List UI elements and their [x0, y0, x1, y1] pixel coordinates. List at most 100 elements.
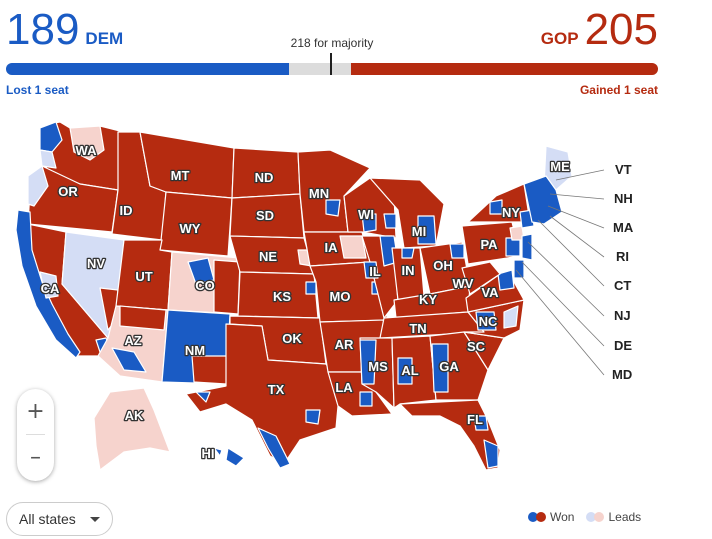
region-az-north-gop[interactable]: [119, 305, 167, 331]
region-la-nola-dem[interactable]: [359, 391, 373, 407]
state-label-la: LA: [335, 380, 353, 395]
state-label-tn: TN: [409, 321, 426, 336]
state-label-va: VA: [481, 285, 499, 300]
state-label-wy: WY: [180, 221, 201, 236]
state-label-mn: MN: [309, 186, 329, 201]
state-label-nm: NM: [185, 343, 205, 358]
side-label-vt: VT: [615, 162, 632, 177]
state-wv[interactable]: [461, 261, 501, 295]
chevron-down-icon: [89, 516, 100, 522]
region-in-indy-dem[interactable]: [401, 247, 415, 259]
state-hi[interactable]: [199, 445, 245, 467]
state-fl[interactable]: [399, 399, 501, 471]
state-labels: WA OR CA ID NV MT WY UT AZ CO NM ND SD N…: [39, 142, 571, 463]
region-az-south-dem[interactable]: [111, 347, 147, 373]
region-va-north-dem[interactable]: [497, 269, 515, 291]
region-wi-madison-dem[interactable]: [361, 213, 377, 233]
region-or-coast-dem[interactable]: [27, 165, 49, 207]
state-label-mt: MT: [171, 168, 190, 183]
region-nm-south-gop[interactable]: [191, 355, 229, 385]
state-label-ia: IA: [325, 240, 339, 255]
state-label-id: ID: [120, 203, 133, 218]
dem-seat-count: 189 DEM: [6, 8, 123, 52]
state-label-nc: NC: [479, 314, 498, 329]
state-label-ny: NY: [502, 205, 520, 220]
region-tx-houston-dem[interactable]: [305, 409, 321, 425]
state-label-mo: MO: [330, 289, 351, 304]
state-label-ms: MS: [368, 359, 388, 374]
majority-marker: [330, 53, 332, 75]
state-label-co: CO: [195, 278, 215, 293]
region-oh-cle-dem[interactable]: [449, 243, 465, 259]
state-label-wi: WI: [358, 207, 374, 222]
gop-leads-dot: [594, 512, 605, 522]
map-legend: Won Leads: [528, 510, 653, 524]
gop-won-dot: [536, 512, 546, 522]
state-label-in: IN: [402, 263, 415, 278]
dem-seat-change: Lost 1 seat: [6, 83, 69, 97]
state-label-or: OR: [58, 184, 78, 199]
side-label-nh: NH: [614, 191, 633, 206]
state-label-sc: SC: [467, 339, 486, 354]
region-ia-lean-gop[interactable]: [339, 235, 367, 259]
state-label-ok: OK: [282, 331, 302, 346]
dem-leads-dot: [586, 512, 597, 522]
state-ak[interactable]: [93, 387, 171, 471]
zoom-out-button[interactable]: –: [17, 435, 54, 479]
dem-seats-number: 189: [6, 5, 80, 54]
zoom-control: + –: [17, 389, 54, 481]
state-filter-dropdown[interactable]: All states: [6, 502, 113, 536]
region-mi-east-dem[interactable]: [417, 215, 437, 245]
region-tx-border-dem[interactable]: [257, 427, 291, 469]
us-house-map[interactable]: WA OR CA ID NV MT WY UT AZ CO NM ND SD N…: [0, 100, 712, 500]
region-co-east-gop[interactable]: [213, 259, 241, 315]
region-wa-west-dem[interactable]: [39, 121, 63, 153]
region-nc-dem[interactable]: [475, 311, 497, 331]
state-label-wa: WA: [76, 143, 98, 158]
region-nc-lean-dem[interactable]: [503, 305, 519, 329]
region-ga-atl-dem[interactable]: [431, 343, 449, 393]
region-nj-dem[interactable]: [521, 233, 533, 261]
state-filter-value: All states: [19, 511, 76, 527]
region-pa-east-dem[interactable]: [505, 237, 521, 257]
region-il-west-dem[interactable]: [363, 261, 379, 279]
state-mt[interactable]: [139, 131, 235, 199]
zoom-divider: [26, 434, 45, 435]
region-fl-orlando-dem[interactable]: [473, 415, 489, 431]
region-ny-upstate-dem[interactable]: [489, 199, 503, 215]
state-wy[interactable]: [159, 191, 233, 257]
region-wa-lean-dem[interactable]: [39, 149, 57, 169]
region-wi-milwaukee-dem[interactable]: [383, 213, 397, 229]
northeast-leader-lines: [515, 169, 605, 376]
state-label-ca: CA: [41, 281, 60, 296]
state-label-nd: ND: [255, 170, 274, 185]
zoom-in-button[interactable]: +: [17, 389, 54, 433]
state-al[interactable]: [391, 335, 437, 409]
region-ms-delta-dem[interactable]: [359, 339, 377, 385]
state-label-oh: OH: [433, 258, 453, 273]
seat-balance-bar: [6, 63, 658, 75]
region-wa-lean-gop[interactable]: [69, 125, 105, 161]
legend-leads-label: Leads: [608, 510, 642, 524]
gop-seat-count: GOP 205: [541, 8, 658, 52]
region-new-england-dem[interactable]: [523, 175, 563, 225]
side-label-ri: RI: [616, 249, 629, 264]
region-al-dem[interactable]: [397, 357, 413, 385]
region-fl-south-dem[interactable]: [483, 439, 499, 469]
state-label-ga: GA: [439, 359, 459, 374]
state-label-fl: FL: [467, 412, 483, 427]
gop-seats-number: 205: [584, 5, 658, 54]
state-label-ne: NE: [259, 249, 277, 264]
region-ks-kc-dem[interactable]: [305, 281, 317, 295]
region-ca-coast-dem[interactable]: [15, 209, 81, 359]
gop-party-label: GOP: [540, 29, 579, 48]
dem-won-dot: [528, 512, 538, 522]
state-label-wv: WV: [453, 276, 474, 291]
region-mid-atlantic-dem[interactable]: [513, 259, 525, 279]
leads-swatch: [586, 512, 605, 522]
state-label-nv: NV: [87, 256, 105, 271]
region-mn-metro-dem[interactable]: [325, 199, 341, 217]
state-label-ar: AR: [335, 337, 354, 352]
region-tx-elpaso-dem[interactable]: [195, 391, 211, 403]
region-ca-lean-dem[interactable]: [39, 271, 59, 299]
